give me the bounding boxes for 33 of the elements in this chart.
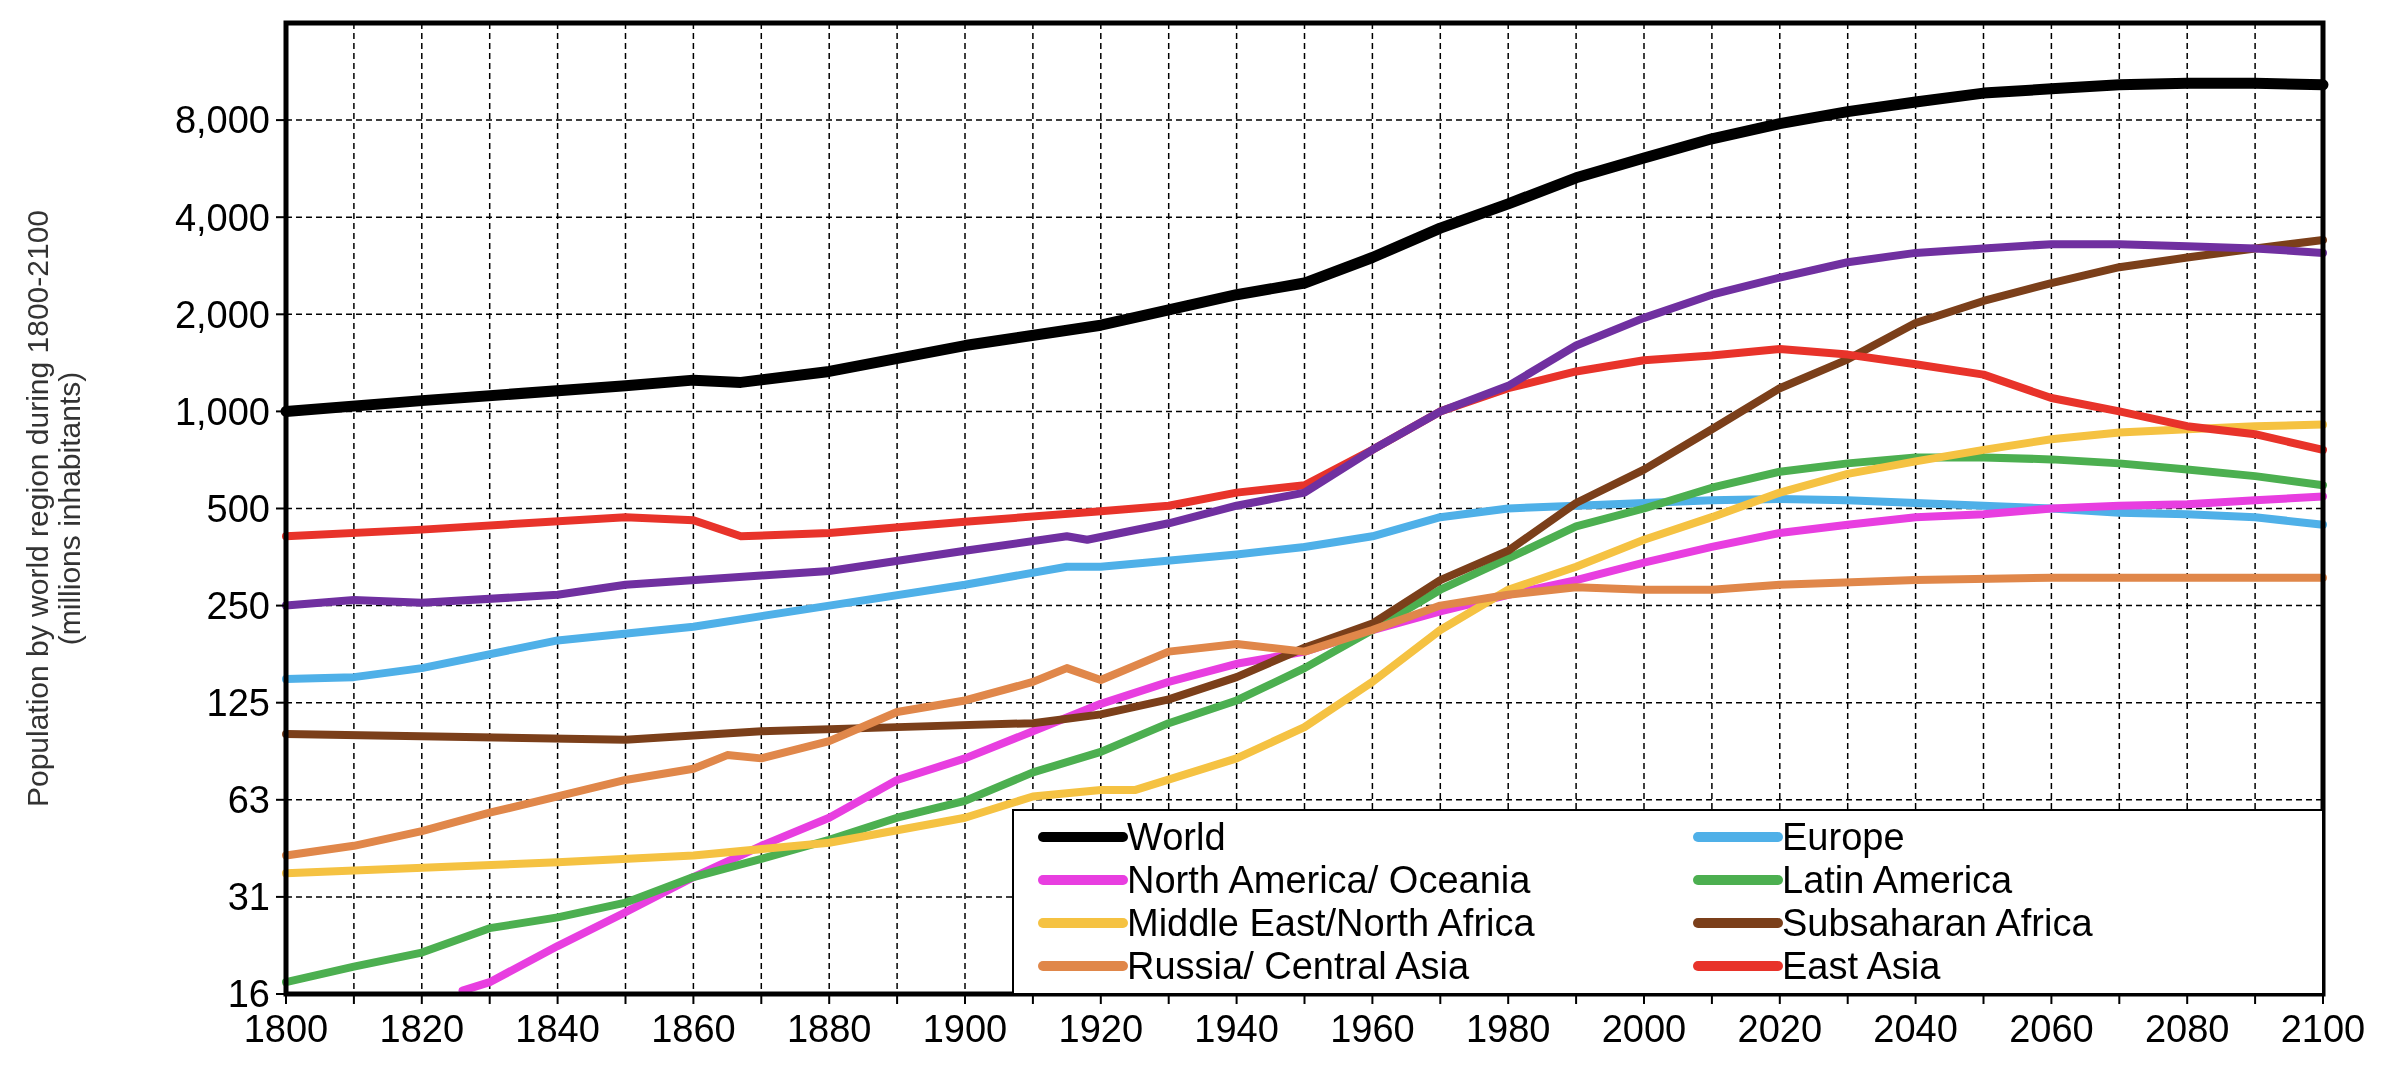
y-tick-label: 2,000 (174, 293, 270, 336)
legend-label: Middle East/North Africa (1127, 902, 1536, 945)
y-tick-label: 63 (227, 779, 270, 822)
legend-label: Russia/ Central Asia (1127, 945, 1471, 988)
x-tick-label: 2020 (1737, 1008, 1823, 1050)
x-tick-label: 1920 (1058, 1008, 1144, 1050)
legend-label: North America/ Oceania (1127, 859, 1532, 902)
y-axis-title: Population by world region during 1800-2100 (millions inhabitants) (21, 209, 86, 808)
legend-label: East Asia (1782, 945, 1942, 988)
legend-label: Europe (1782, 816, 1905, 859)
y-tick-label: 31 (227, 876, 270, 919)
x-tick-label: 1980 (1465, 1008, 1551, 1050)
legend-label: World (1127, 816, 1226, 859)
x-tick-label: 2060 (2009, 1008, 2094, 1050)
y-tick-label: 4,000 (174, 196, 270, 239)
y-tick-label: 500 (206, 487, 270, 530)
x-tick-label: 1840 (515, 1008, 600, 1050)
legend-label: Subsaharan Africa (1782, 902, 2094, 945)
x-tick-label: 2100 (2280, 1008, 2366, 1050)
legend-label: Latin America (1782, 859, 2014, 902)
x-tick-label: 1900 (922, 1008, 1008, 1050)
x-tick-label: 1820 (379, 1008, 465, 1050)
x-tick-label: 2080 (2144, 1008, 2230, 1050)
y-tick-label: 1,000 (174, 390, 270, 433)
y-tick-label: 250 (206, 584, 270, 627)
x-tick-label: 1880 (786, 1008, 872, 1050)
x-tick-label: 2040 (1873, 1008, 1958, 1050)
x-tick-label: 1960 (1330, 1008, 1415, 1050)
x-tick-label: 1860 (651, 1008, 736, 1050)
x-tick-label: 1940 (1194, 1008, 1279, 1050)
y-tick-label: 125 (206, 682, 270, 724)
y-tick-label: 8,000 (174, 99, 270, 142)
x-tick-label: 2000 (1601, 1008, 1687, 1050)
